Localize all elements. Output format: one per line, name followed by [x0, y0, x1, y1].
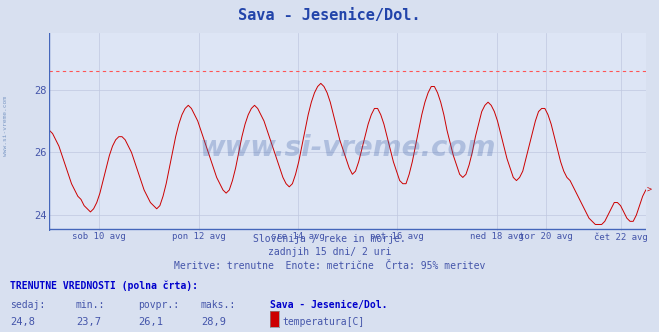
Text: Slovenija / reke in morje.: Slovenija / reke in morje. [253, 234, 406, 244]
Text: Sava - Jesenice/Dol.: Sava - Jesenice/Dol. [239, 8, 420, 23]
Text: sedaj:: sedaj: [10, 300, 45, 310]
Text: maks.:: maks.: [201, 300, 236, 310]
Text: temperatura[C]: temperatura[C] [282, 317, 364, 327]
Text: www.si-vreme.com: www.si-vreme.com [3, 96, 8, 156]
Text: zadnjih 15 dni/ 2 uri: zadnjih 15 dni/ 2 uri [268, 247, 391, 257]
Text: 24,8: 24,8 [10, 317, 35, 327]
Text: povpr.:: povpr.: [138, 300, 179, 310]
Text: Sava - Jesenice/Dol.: Sava - Jesenice/Dol. [270, 300, 387, 310]
Text: 23,7: 23,7 [76, 317, 101, 327]
Text: 26,1: 26,1 [138, 317, 163, 327]
Text: >: > [647, 186, 652, 195]
Text: Meritve: trenutne  Enote: metrične  Črta: 95% meritev: Meritve: trenutne Enote: metrične Črta: … [174, 261, 485, 271]
Text: TRENUTNE VREDNOSTI (polna črta):: TRENUTNE VREDNOSTI (polna črta): [10, 281, 198, 291]
Text: www.si-vreme.com: www.si-vreme.com [200, 134, 496, 162]
Text: 28,9: 28,9 [201, 317, 226, 327]
Text: min.:: min.: [76, 300, 105, 310]
